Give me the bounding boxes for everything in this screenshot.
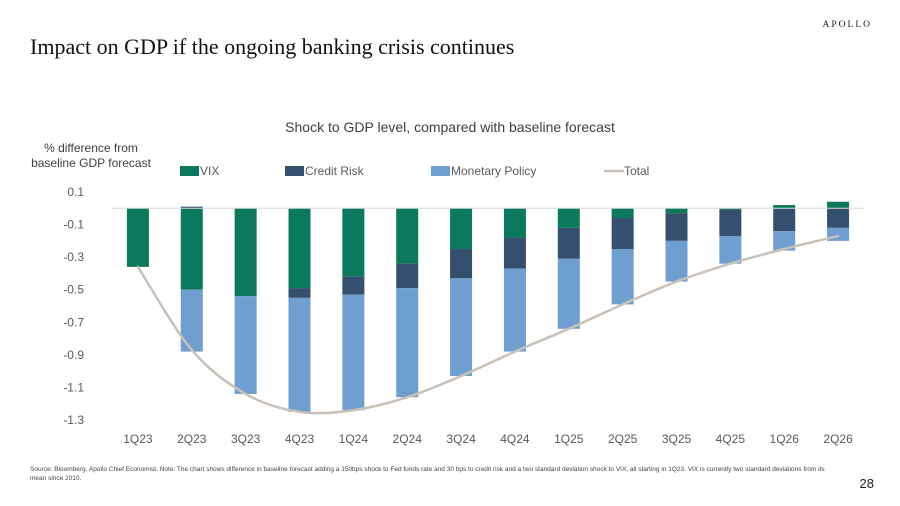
bar-credit-risk-3q24: [450, 249, 473, 279]
y-tick-label: -1.3: [63, 413, 84, 427]
chart-legend: VIX Credit Risk Monetary Policy Total: [180, 164, 649, 178]
bar-vix-1q25: [557, 208, 580, 228]
bar-monetary-policy-2q25: [611, 249, 634, 305]
bar-credit-risk-1q25: [557, 227, 580, 259]
bar-vix-2q24: [396, 208, 419, 264]
bar-monetary-policy-2q23: [180, 289, 203, 352]
legend-label-credit-risk: Credit Risk: [305, 164, 365, 178]
x-tick-label: 3Q25: [662, 432, 692, 446]
legend-swatch-credit-risk: [285, 166, 304, 176]
x-tick-label: 4Q23: [285, 432, 315, 446]
x-tick-label: 1Q26: [770, 432, 800, 446]
bar-vix-4q23: [288, 208, 311, 289]
y-axis-label: % difference from baseline GDP forecast: [31, 141, 151, 170]
bar-monetary-policy-4q23: [288, 297, 311, 412]
bar-vix-1q23: [126, 208, 149, 267]
page-number: 28: [859, 476, 874, 491]
bar-credit-risk-3q25: [665, 213, 688, 241]
bar-vix-3q25: [665, 208, 688, 214]
bar-vix-4q24: [503, 208, 526, 238]
slide-title: Impact on GDP if the ongoing banking cri…: [30, 34, 515, 59]
bar-vix-3q23: [234, 208, 257, 297]
bar-credit-risk-2q26: [827, 208, 850, 228]
bar-vix-2q25: [611, 208, 634, 219]
bar-series: [126, 201, 850, 412]
x-tick-label: 1Q23: [123, 432, 153, 446]
bar-vix-3q24: [450, 208, 473, 249]
legend-swatch-monetary-policy: [431, 166, 450, 176]
bar-vix-2q26: [827, 201, 850, 209]
bar-credit-risk-4q25: [719, 209, 742, 236]
y-tick-label: -0.5: [63, 283, 84, 297]
x-tick-label: 2Q25: [608, 432, 638, 446]
bar-vix-1q24: [342, 208, 365, 277]
bar-monetary-policy-4q25: [719, 235, 742, 264]
bar-monetary-policy-3q25: [665, 240, 688, 282]
y-tick-label: -0.3: [63, 250, 84, 264]
x-tick-label: 4Q25: [716, 432, 746, 446]
y-tick-label: -0.1: [63, 218, 84, 232]
x-tick-label: 3Q24: [446, 432, 476, 446]
bar-credit-risk-4q23: [288, 288, 311, 298]
y-tick-label: -1.1: [63, 380, 84, 394]
bar-monetary-policy-2q24: [396, 288, 419, 398]
x-tick-label: 1Q24: [339, 432, 369, 446]
total-line: [136, 234, 840, 415]
source-footnote: Source: Bloomberg, Apollo Chief Economis…: [30, 466, 825, 482]
bar-credit-risk-4q24: [503, 237, 526, 269]
legend-swatch-vix: [180, 166, 199, 176]
y-tick-label: 0.1: [67, 185, 84, 199]
x-tick-label: 4Q24: [500, 432, 530, 446]
bar-credit-risk-2q23: [180, 206, 203, 209]
bar-vix-2q23: [180, 208, 203, 290]
x-axis-ticks: 1Q23 2Q23 3Q23 4Q23 1Q24 2Q24 3Q24 4Q24 1Q25 2Q25…: [123, 432, 853, 446]
legend-label-vix: VIX: [200, 164, 219, 178]
bar-monetary-policy-3q23: [234, 296, 257, 394]
x-tick-label: 2Q23: [177, 432, 207, 446]
bar-vix-1q26: [773, 205, 796, 209]
y-axis-ticks: 0.1 -0.1 -0.3 -0.5 -0.7 -0.9 -1.1 -1.3: [63, 185, 84, 427]
x-tick-label: 2Q26: [823, 432, 853, 446]
bar-credit-risk-1q26: [773, 208, 796, 232]
apollo-logo: APOLLO: [822, 20, 872, 30]
x-tick-label: 1Q25: [554, 432, 584, 446]
y-tick-label: -0.9: [63, 348, 84, 362]
bar-monetary-policy-1q26: [773, 231, 796, 251]
bar-monetary-policy-1q24: [342, 294, 365, 411]
x-tick-label: 2Q24: [393, 432, 423, 446]
bar-monetary-policy-3q24: [450, 278, 473, 377]
bar-monetary-policy-1q25: [557, 258, 580, 329]
bar-vix-4q25: [719, 208, 742, 210]
y-tick-label: -0.7: [63, 315, 84, 329]
legend-label-monetary-policy: Monetary Policy: [451, 164, 536, 178]
legend-label-total: Total: [624, 164, 649, 178]
bar-credit-risk-1q24: [342, 276, 365, 295]
bar-credit-risk-2q25: [611, 218, 634, 249]
x-tick-label: 3Q23: [231, 432, 261, 446]
bar-credit-risk-2q24: [396, 263, 419, 289]
chart-title: Shock to GDP level, compared with baseli…: [285, 119, 615, 135]
bar-monetary-policy-4q24: [503, 268, 526, 352]
total-line-series: [136, 234, 840, 415]
